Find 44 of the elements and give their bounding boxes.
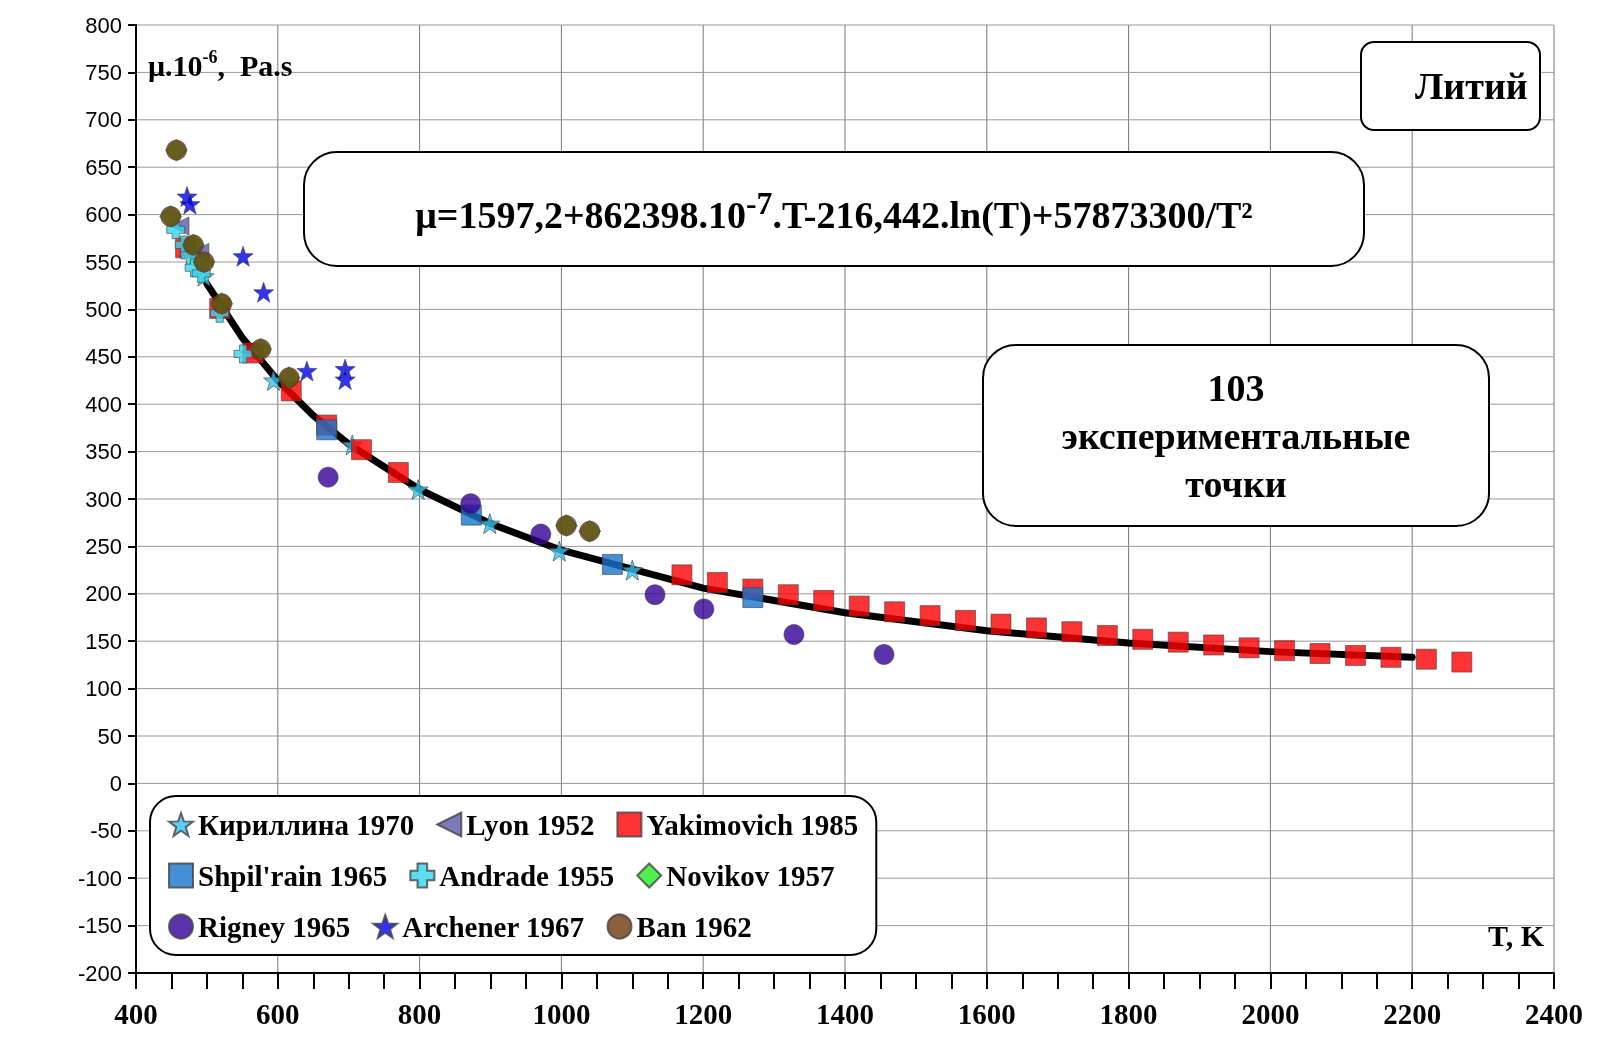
legend-label: Rigney 1965	[198, 910, 351, 943]
legend-label: Кириллина 1970	[198, 808, 415, 841]
x-tick-label: 1200	[674, 997, 733, 1030]
legend-label: Andrade 1955	[439, 859, 615, 892]
y-tick-label: 450	[85, 344, 122, 370]
y-tick-label: 700	[85, 107, 122, 133]
y-tick-label: -200	[77, 960, 122, 986]
y-tick-label: 50	[97, 723, 122, 749]
y-tick-label: 600	[85, 202, 122, 228]
y-tick-label: 350	[85, 439, 122, 465]
x-tick-label: 600	[256, 997, 300, 1030]
y-tick-label: 750	[85, 59, 122, 85]
x-tick-label: 1600	[957, 997, 1016, 1030]
x-tick-label: 1800	[1099, 997, 1158, 1030]
legend-label: Yakimovich 1985	[646, 808, 859, 841]
annotation: μ=1597,2+862398.10$^{-7}$.T-216,442.ln(T)+57873300/T²	[415, 184, 1253, 238]
annotation: Литий	[1415, 64, 1528, 109]
x-axis-title: T, K	[1487, 918, 1545, 952]
y-tick-label: 100	[85, 676, 122, 702]
y-tick-label: 650	[85, 154, 122, 180]
x-tick-label: 2200	[1383, 997, 1442, 1030]
y-tick-label: 300	[85, 486, 122, 512]
y-tick-label: 150	[85, 628, 122, 654]
y-tick-label: -150	[77, 913, 122, 939]
annotation: 103 экспериментальные точки	[1060, 365, 1412, 507]
y-tick-label: 500	[85, 296, 122, 322]
x-tick-label: 800	[397, 997, 442, 1030]
legend-label: Shpil'rain 1965	[198, 859, 388, 892]
legend-label: Novikov 1957	[666, 859, 835, 892]
y-tick-label: 0	[109, 770, 122, 796]
legend-label: Archener 1967	[402, 910, 585, 943]
x-tick-label: 1400	[816, 997, 874, 1030]
y-tick-label: 550	[85, 249, 122, 275]
legend-label: Lyon 1952	[466, 808, 595, 841]
x-tick-label: 1000	[532, 997, 591, 1030]
y-tick-label: 200	[85, 581, 122, 607]
y-tick-label: -100	[77, 865, 122, 891]
y-tick-label: 400	[85, 391, 122, 417]
x-tick-label: 2400	[1525, 997, 1583, 1030]
y-tick-label: -50	[90, 818, 122, 844]
legend-label: Ban 1962	[636, 910, 752, 943]
y-tick-label: 800	[85, 12, 122, 38]
y-tick-label: 250	[85, 533, 122, 559]
x-tick-label: 2000	[1241, 997, 1300, 1030]
